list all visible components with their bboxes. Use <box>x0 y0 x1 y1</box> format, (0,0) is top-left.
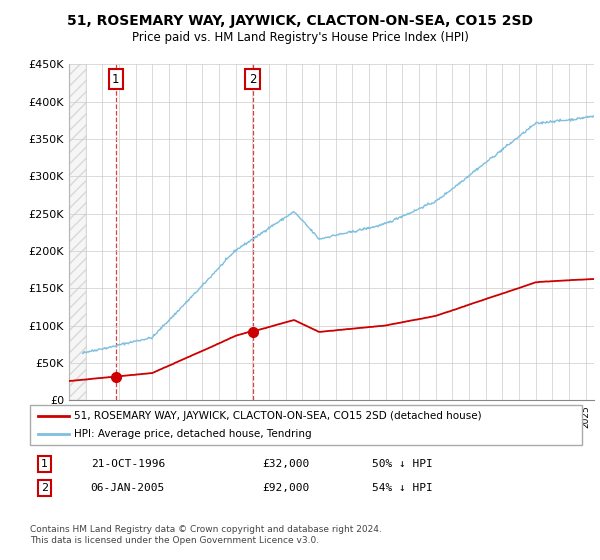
Text: 51, ROSEMARY WAY, JAYWICK, CLACTON-ON-SEA, CO15 2SD: 51, ROSEMARY WAY, JAYWICK, CLACTON-ON-SE… <box>67 14 533 28</box>
Text: 21-OCT-1996: 21-OCT-1996 <box>91 459 165 469</box>
Text: Price paid vs. HM Land Registry's House Price Index (HPI): Price paid vs. HM Land Registry's House … <box>131 31 469 44</box>
Text: 54% ↓ HPI: 54% ↓ HPI <box>372 483 433 493</box>
Text: 2: 2 <box>41 483 48 493</box>
Text: 06-JAN-2005: 06-JAN-2005 <box>91 483 165 493</box>
Text: £92,000: £92,000 <box>262 483 309 493</box>
Text: HPI: Average price, detached house, Tendring: HPI: Average price, detached house, Tend… <box>74 430 312 439</box>
Text: Contains HM Land Registry data © Crown copyright and database right 2024.
This d: Contains HM Land Registry data © Crown c… <box>30 525 382 545</box>
Text: 1: 1 <box>112 73 119 86</box>
Bar <box>69 64 86 400</box>
Text: 51, ROSEMARY WAY, JAYWICK, CLACTON-ON-SEA, CO15 2SD (detached house): 51, ROSEMARY WAY, JAYWICK, CLACTON-ON-SE… <box>74 411 482 421</box>
Text: £32,000: £32,000 <box>262 459 309 469</box>
Text: 1: 1 <box>41 459 48 469</box>
FancyBboxPatch shape <box>30 405 582 445</box>
Text: 2: 2 <box>249 73 256 86</box>
Text: 50% ↓ HPI: 50% ↓ HPI <box>372 459 433 469</box>
